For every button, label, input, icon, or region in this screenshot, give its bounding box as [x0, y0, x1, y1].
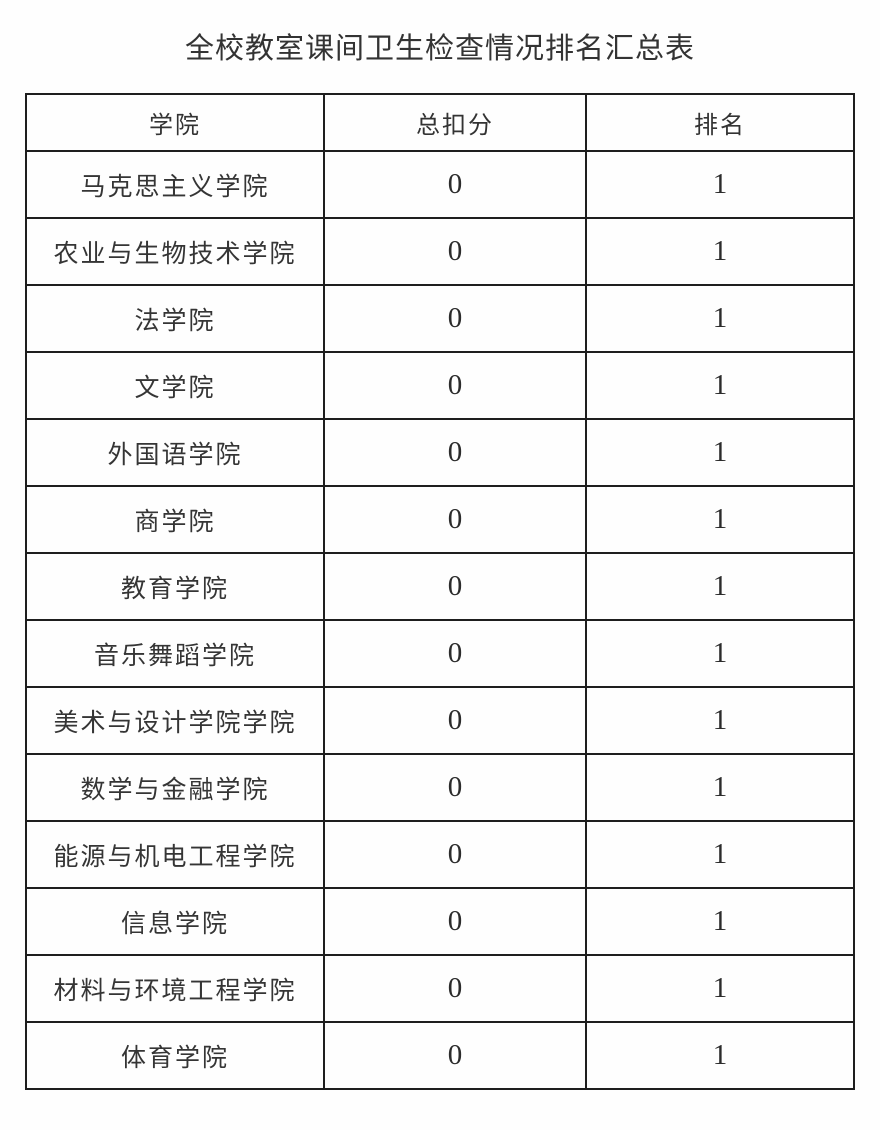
- table-row: 美术与设计学院学院 0 1: [25, 686, 855, 755]
- table-row: 农业与生物技术学院 0 1: [25, 217, 855, 286]
- table-row: 教育学院 0 1: [25, 552, 855, 621]
- table-row: 能源与机电工程学院 0 1: [25, 820, 855, 889]
- page-title: 全校教室课间卫生检查情况排名汇总表: [184, 33, 695, 65]
- table-body: 马克思主义学院 0 1 农业与生物技术学院 0 1 法学院 0 1 文学院 0 1 外国语学院 0 1 商学院…: [25, 150, 855, 1090]
- deduction-cell: 0: [323, 619, 587, 688]
- deduction-cell: 0: [323, 552, 587, 621]
- deduction-cell: 0: [323, 284, 587, 353]
- rank-cell: 1: [585, 1021, 855, 1090]
- header-deduction: 总扣分: [323, 93, 587, 152]
- deduction-cell: 0: [323, 954, 587, 1023]
- table-row: 材料与环境工程学院 0 1: [25, 954, 855, 1023]
- rank-cell: 1: [585, 887, 855, 956]
- college-cell: 信息学院: [25, 887, 325, 956]
- college-cell: 能源与机电工程学院: [25, 820, 325, 889]
- rank-cell: 1: [585, 753, 855, 822]
- header-college: 学院: [25, 93, 325, 152]
- rank-cell: 1: [585, 284, 855, 353]
- college-cell: 外国语学院: [25, 418, 325, 487]
- rank-cell: 1: [585, 552, 855, 621]
- college-cell: 数学与金融学院: [25, 753, 325, 822]
- college-cell: 美术与设计学院学院: [25, 686, 325, 755]
- table-row: 音乐舞蹈学院 0 1: [25, 619, 855, 688]
- deduction-cell: 0: [323, 753, 587, 822]
- deduction-cell: 0: [323, 217, 587, 286]
- deduction-cell: 0: [323, 887, 587, 956]
- rank-cell: 1: [585, 686, 855, 755]
- deduction-cell: 0: [323, 351, 587, 420]
- college-cell: 音乐舞蹈学院: [25, 619, 325, 688]
- deduction-cell: 0: [323, 820, 587, 889]
- college-cell: 法学院: [25, 284, 325, 353]
- college-cell: 教育学院: [25, 552, 325, 621]
- rank-cell: 1: [585, 351, 855, 420]
- rank-cell: 1: [585, 954, 855, 1023]
- table-row: 文学院 0 1: [25, 351, 855, 420]
- deduction-cell: 0: [323, 418, 587, 487]
- table-row: 数学与金融学院 0 1: [25, 753, 855, 822]
- table-row: 商学院 0 1: [25, 485, 855, 554]
- rank-cell: 1: [585, 619, 855, 688]
- summary-table: 学院 总扣分 排名 马克思主义学院 0 1 农业与生物技术学院 0 1 法学院 0 1 文学院 0 1…: [25, 93, 855, 1090]
- table-row: 体育学院 0 1: [25, 1021, 855, 1090]
- header-rank: 排名: [585, 93, 855, 152]
- deduction-cell: 0: [323, 686, 587, 755]
- rank-cell: 1: [585, 820, 855, 889]
- college-cell: 材料与环境工程学院: [25, 954, 325, 1023]
- college-cell: 马克思主义学院: [25, 150, 325, 219]
- table-row: 外国语学院 0 1: [25, 418, 855, 487]
- rank-cell: 1: [585, 418, 855, 487]
- rank-cell: 1: [585, 217, 855, 286]
- table-row: 法学院 0 1: [25, 284, 855, 353]
- deduction-cell: 0: [323, 150, 587, 219]
- college-cell: 商学院: [25, 485, 325, 554]
- table-row: 马克思主义学院 0 1: [25, 150, 855, 219]
- college-cell: 农业与生物技术学院: [25, 217, 325, 286]
- table-header-row: 学院 总扣分 排名: [25, 93, 855, 152]
- college-cell: 体育学院: [25, 1021, 325, 1090]
- deduction-cell: 0: [323, 1021, 587, 1090]
- table-row: 信息学院 0 1: [25, 887, 855, 956]
- deduction-cell: 0: [323, 485, 587, 554]
- college-cell: 文学院: [25, 351, 325, 420]
- rank-cell: 1: [585, 150, 855, 219]
- rank-cell: 1: [585, 485, 855, 554]
